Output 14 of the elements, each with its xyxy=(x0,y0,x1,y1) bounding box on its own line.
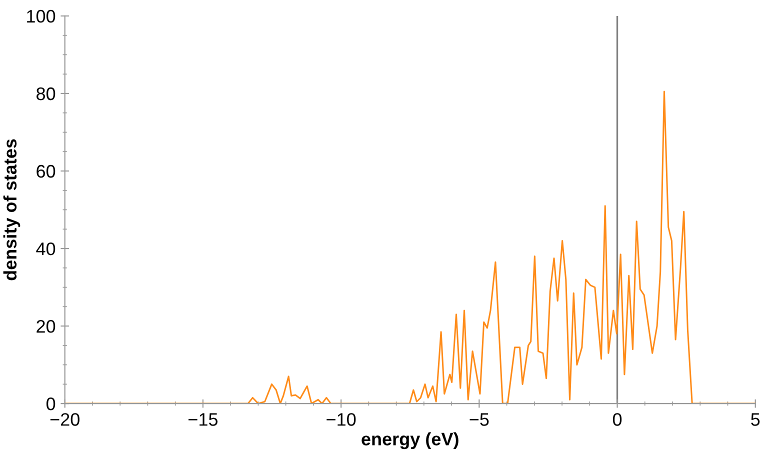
x-tick-label: −10 xyxy=(326,413,356,426)
x-tick-label: −5 xyxy=(470,413,489,426)
x-tick-label: 0 xyxy=(612,413,622,426)
x-axis-title: energy (eV) xyxy=(362,432,458,450)
y-tick-label: 0 xyxy=(46,397,56,410)
y-axis-title: density of states xyxy=(3,139,20,280)
x-tick-label: −15 xyxy=(188,413,218,426)
x-tick-label: 5 xyxy=(751,413,760,426)
y-tick-label: 80 xyxy=(36,87,56,100)
y-tick-label: 60 xyxy=(36,164,56,178)
y-tick-label: 100 xyxy=(27,10,56,23)
y-tick-label: 20 xyxy=(36,320,56,333)
y-tick-label: 40 xyxy=(36,242,56,256)
x-tick-label: −20 xyxy=(50,413,80,426)
